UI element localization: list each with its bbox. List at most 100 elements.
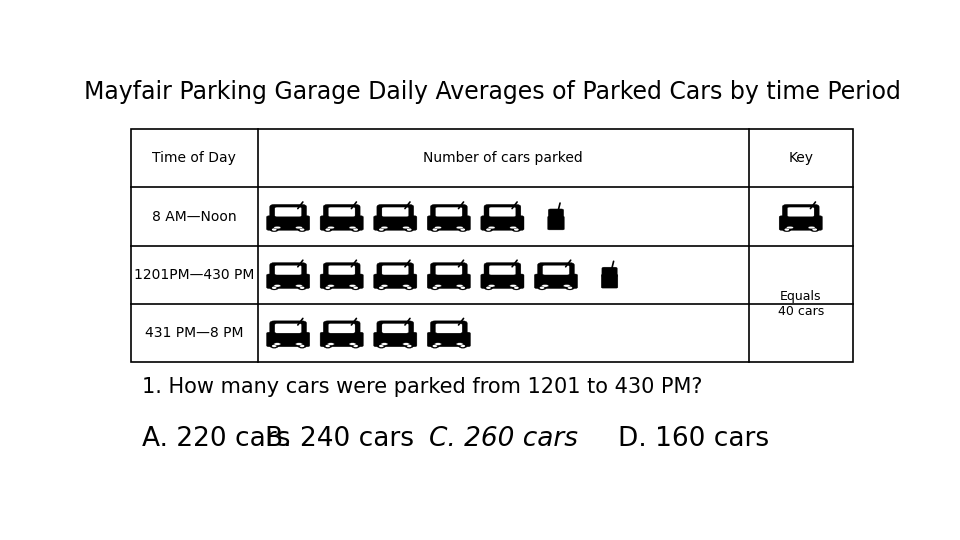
Ellipse shape	[377, 344, 386, 348]
Text: 8 AM—Noon: 8 AM—Noon	[152, 210, 237, 224]
Ellipse shape	[488, 226, 495, 229]
Text: Key: Key	[788, 151, 813, 165]
Ellipse shape	[272, 287, 276, 289]
FancyBboxPatch shape	[382, 207, 409, 217]
Text: 1201PM—430 PM: 1201PM—430 PM	[134, 268, 254, 282]
Ellipse shape	[272, 228, 276, 231]
Ellipse shape	[782, 227, 791, 232]
Ellipse shape	[349, 343, 356, 345]
FancyBboxPatch shape	[267, 216, 310, 230]
FancyBboxPatch shape	[484, 205, 521, 220]
FancyBboxPatch shape	[780, 216, 823, 230]
Ellipse shape	[488, 285, 495, 287]
Text: B. 240 cars: B. 240 cars	[265, 426, 414, 452]
FancyBboxPatch shape	[382, 323, 409, 333]
Ellipse shape	[514, 228, 518, 231]
Ellipse shape	[541, 285, 548, 287]
FancyBboxPatch shape	[602, 267, 617, 278]
FancyBboxPatch shape	[427, 332, 470, 347]
Ellipse shape	[431, 227, 439, 232]
Ellipse shape	[405, 227, 414, 232]
FancyBboxPatch shape	[267, 274, 310, 288]
Ellipse shape	[402, 226, 410, 229]
Ellipse shape	[486, 228, 491, 231]
Ellipse shape	[514, 287, 518, 289]
Text: 1. How many cars were parked from 1201 to 430 PM?: 1. How many cars were parked from 1201 t…	[142, 377, 703, 397]
FancyBboxPatch shape	[436, 207, 462, 217]
Ellipse shape	[808, 226, 815, 229]
Ellipse shape	[484, 227, 492, 232]
FancyBboxPatch shape	[489, 207, 516, 217]
FancyBboxPatch shape	[542, 265, 569, 275]
Ellipse shape	[327, 226, 334, 229]
FancyBboxPatch shape	[538, 262, 574, 279]
FancyBboxPatch shape	[535, 274, 578, 288]
FancyBboxPatch shape	[324, 205, 360, 220]
Ellipse shape	[325, 228, 330, 231]
FancyBboxPatch shape	[324, 262, 360, 279]
FancyBboxPatch shape	[489, 265, 516, 275]
FancyBboxPatch shape	[267, 332, 310, 347]
Ellipse shape	[377, 286, 386, 290]
Ellipse shape	[324, 286, 332, 290]
Ellipse shape	[327, 343, 334, 345]
Ellipse shape	[300, 345, 304, 347]
Ellipse shape	[433, 228, 437, 231]
Ellipse shape	[296, 343, 302, 345]
Ellipse shape	[564, 285, 570, 287]
Ellipse shape	[510, 226, 516, 229]
FancyBboxPatch shape	[382, 265, 409, 275]
Ellipse shape	[351, 286, 360, 290]
Ellipse shape	[296, 285, 302, 287]
Ellipse shape	[407, 228, 412, 231]
Ellipse shape	[486, 287, 491, 289]
Ellipse shape	[298, 286, 306, 290]
Ellipse shape	[431, 286, 439, 290]
Ellipse shape	[786, 226, 793, 229]
Ellipse shape	[433, 287, 437, 289]
Ellipse shape	[353, 345, 358, 347]
Ellipse shape	[538, 286, 546, 290]
FancyBboxPatch shape	[328, 207, 355, 217]
FancyBboxPatch shape	[436, 323, 462, 333]
Ellipse shape	[351, 344, 360, 348]
FancyBboxPatch shape	[481, 216, 524, 230]
FancyBboxPatch shape	[782, 205, 819, 220]
FancyBboxPatch shape	[601, 274, 618, 288]
FancyBboxPatch shape	[373, 216, 417, 230]
FancyBboxPatch shape	[484, 262, 521, 279]
Ellipse shape	[324, 344, 332, 348]
Ellipse shape	[274, 343, 280, 345]
Ellipse shape	[461, 287, 465, 289]
Ellipse shape	[540, 287, 544, 289]
Text: Time of Day: Time of Day	[153, 151, 236, 165]
FancyBboxPatch shape	[328, 265, 355, 275]
Ellipse shape	[381, 285, 388, 287]
Ellipse shape	[325, 345, 330, 347]
Ellipse shape	[351, 227, 360, 232]
Ellipse shape	[784, 228, 789, 231]
Ellipse shape	[456, 226, 463, 229]
Ellipse shape	[461, 345, 465, 347]
Ellipse shape	[407, 345, 412, 347]
FancyBboxPatch shape	[275, 323, 301, 333]
Ellipse shape	[379, 287, 384, 289]
Ellipse shape	[270, 286, 278, 290]
Ellipse shape	[296, 226, 302, 229]
Ellipse shape	[459, 286, 467, 290]
Ellipse shape	[810, 227, 819, 232]
Ellipse shape	[270, 344, 278, 348]
Ellipse shape	[435, 343, 442, 345]
Ellipse shape	[512, 227, 520, 232]
Ellipse shape	[812, 228, 817, 231]
Ellipse shape	[274, 226, 280, 229]
Text: Equals
40 cars: Equals 40 cars	[778, 290, 824, 318]
Bar	[132, 129, 852, 362]
Text: D. 160 cars: D. 160 cars	[618, 426, 770, 452]
Text: A. 220 cars: A. 220 cars	[142, 426, 291, 452]
Ellipse shape	[510, 285, 516, 287]
FancyBboxPatch shape	[548, 216, 564, 230]
Ellipse shape	[431, 344, 439, 348]
Ellipse shape	[270, 227, 278, 232]
FancyBboxPatch shape	[270, 321, 306, 337]
